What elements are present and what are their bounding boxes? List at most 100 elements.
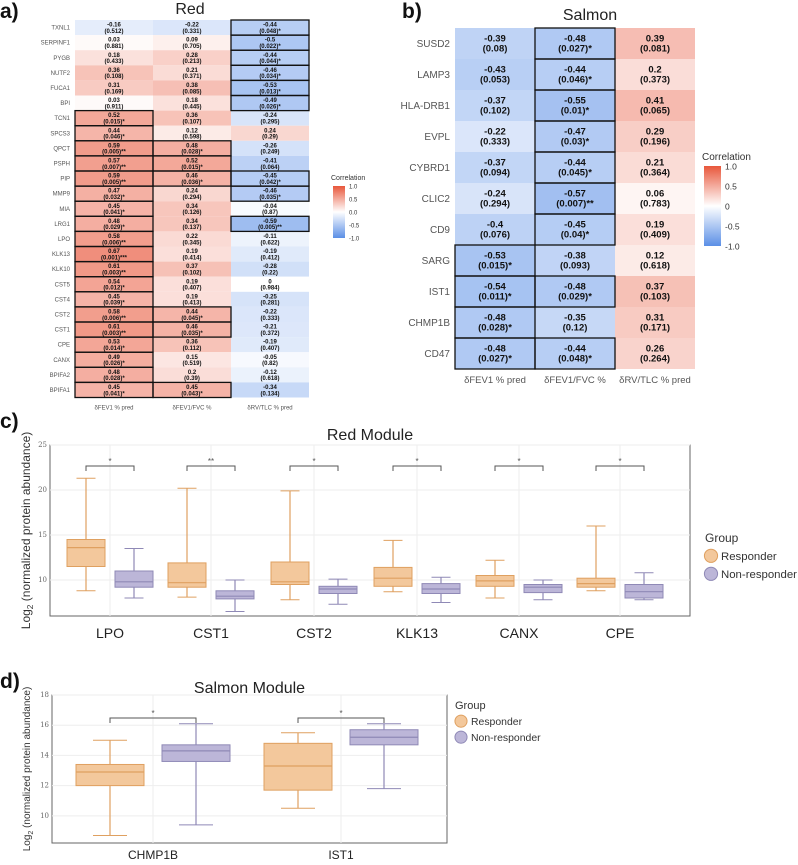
correlation-value: 0.34: [186, 219, 198, 225]
correlation-value: 0.19: [186, 279, 198, 285]
correlation-value: 0.46: [186, 174, 198, 180]
row-label: SPCS3: [50, 131, 70, 137]
correlation-value: 0.48: [108, 370, 120, 376]
column-label: δFEV1 % pred: [94, 406, 133, 412]
heatmap-title: Salmon: [563, 7, 617, 24]
heatmap-cell: [153, 95, 231, 111]
correlation-value: -0.25: [263, 294, 277, 300]
row-label: CLIC2: [422, 194, 451, 205]
correlation-value: -0.5: [265, 38, 276, 44]
correlation-value: -0.48: [564, 34, 586, 45]
significance-bracket: [109, 717, 197, 723]
row-label: HLA-DRB1: [401, 101, 451, 112]
heatmap-cell: [231, 50, 309, 66]
heatmap-cell: [75, 352, 153, 368]
heatmap-cell: [231, 322, 309, 338]
box-responder: [167, 562, 207, 588]
legend-entry: Responder: [721, 551, 777, 563]
significance-bracket: [494, 465, 544, 471]
legend-entry: Responder: [471, 717, 523, 728]
heatmap-cell: [231, 110, 309, 126]
p-value: (0.015)*: [103, 120, 125, 126]
correlation-value: -0.16: [107, 23, 121, 29]
significance-marker: *: [517, 457, 520, 466]
box-non-responder: [215, 590, 255, 600]
p-value: (0.618): [640, 261, 670, 272]
p-value: (0.984): [260, 286, 279, 292]
box-responder: [75, 763, 145, 787]
p-value: (0.081): [640, 44, 670, 55]
y-label-subscript: 2: [25, 604, 35, 609]
heatmap-cell: [153, 306, 231, 322]
heatmap-cell: [153, 216, 231, 232]
correlation-value: -0.47: [564, 127, 586, 138]
row-label: TXNL1: [51, 26, 70, 32]
legend-tick: -1.0: [725, 242, 740, 252]
p-value: (0.028)*: [478, 323, 512, 334]
correlation-value: 0.19: [646, 220, 665, 231]
heatmap-cell: [153, 186, 231, 202]
correlation-value: 0.59: [108, 174, 120, 180]
legend-tick: -0.5: [725, 222, 740, 232]
heatmap-cell: [455, 214, 535, 245]
correlation-value: 0.38: [186, 83, 198, 89]
heatmap-cell: [535, 90, 615, 121]
correlation-value: 0.59: [108, 143, 120, 149]
row-label: LAMP3: [417, 70, 450, 81]
p-value: (0.035)*: [181, 331, 203, 337]
p-value: (0.911): [105, 104, 124, 110]
p-value: (0.003)**: [102, 271, 126, 277]
row-label: SUSD2: [417, 39, 451, 50]
correlation-value: 0.34: [186, 204, 198, 210]
y-tick-label: 18: [40, 691, 49, 699]
correlation-value: -0.28: [263, 264, 277, 270]
y-tick-label: 15: [38, 531, 47, 539]
correlation-value: -0.21: [263, 325, 277, 331]
heatmap-cell: [535, 338, 615, 369]
heatmap-cell: [615, 338, 695, 369]
heatmap-cell: [535, 183, 615, 214]
correlation-value: -0.46: [263, 68, 277, 74]
p-value: (0.028)*: [181, 150, 203, 156]
row-label: TCN1: [54, 116, 70, 122]
row-label: PYGB: [53, 56, 70, 62]
row-label: CST1: [55, 328, 71, 334]
legend-entry: Non-responder: [471, 733, 541, 744]
row-label: PSPH: [54, 161, 70, 167]
heatmap-cell: [75, 125, 153, 141]
row-label: KLK10: [52, 267, 71, 273]
heatmap-cell: [75, 322, 153, 338]
correlation-value: 0.2: [648, 65, 661, 76]
heatmap-cell: [153, 337, 231, 353]
significant-cell-border: [152, 381, 232, 399]
p-value: (0.196): [640, 137, 670, 148]
p-value: (0.413): [182, 301, 201, 307]
p-value: (0.705): [182, 44, 201, 50]
p-value: (0.618): [260, 376, 279, 382]
correlation-value: -0.44: [564, 344, 586, 355]
p-value: (0.102): [480, 106, 510, 117]
heatmap-cell: [153, 65, 231, 81]
p-value: (0.007)**: [556, 199, 594, 210]
p-value: (0.001)***: [101, 255, 128, 261]
significant-cell-border: [534, 275, 616, 308]
column-label: δFEV1 % pred: [464, 375, 526, 386]
correlation-value: -0.57: [564, 189, 586, 200]
correlation-value: -0.38: [564, 251, 586, 262]
correlation-value: 0.37: [186, 264, 198, 270]
significance-bracket: [289, 465, 339, 471]
correlation-value: 0.49: [108, 355, 120, 361]
correlation-value: -0.44: [564, 158, 586, 169]
row-label: BPIFA1: [50, 388, 71, 394]
legend-tick: 1.0: [725, 162, 737, 172]
significant-cell-border: [230, 94, 310, 112]
row-label: EVPL: [424, 132, 450, 143]
correlation-value: -0.4: [487, 220, 504, 231]
heatmap-cell: [535, 276, 615, 307]
correlation-value: -0.22: [484, 127, 506, 138]
p-value: (0.519): [182, 361, 201, 367]
y-tick-label: 16: [40, 721, 49, 729]
heatmap-cell: [153, 201, 231, 217]
p-value: (0.169): [104, 89, 123, 95]
